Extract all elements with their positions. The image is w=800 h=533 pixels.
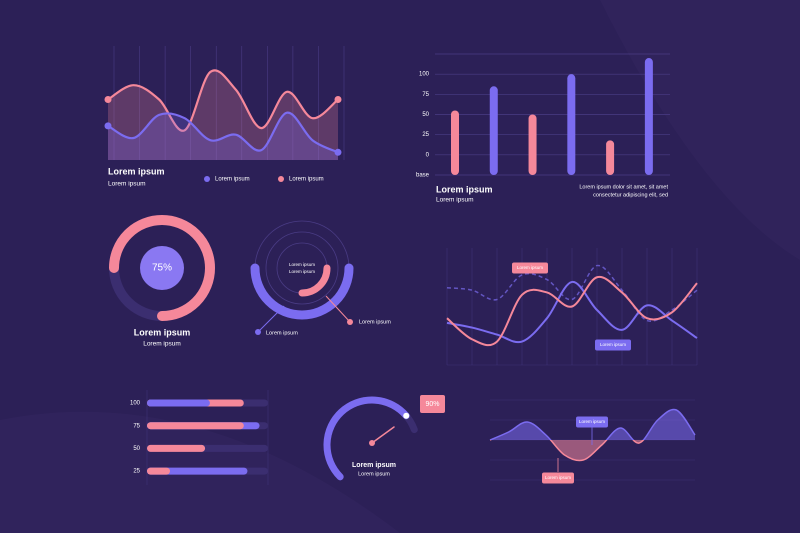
ring-guide <box>265 231 339 305</box>
callout-label: Lorem ipsum <box>545 475 571 480</box>
chart-title: Lorem ipsum <box>134 327 191 337</box>
chart-subtitle: Lorem ipsum <box>358 471 390 477</box>
bar <box>451 110 459 175</box>
bar <box>147 467 170 475</box>
wave-area-negative <box>490 440 695 461</box>
donut-arc <box>109 215 215 321</box>
end-dot <box>104 122 112 130</box>
y-tick-label: base <box>416 173 430 179</box>
wave-line-negative <box>490 440 645 462</box>
callout-line <box>257 305 285 333</box>
radial-arc <box>250 263 354 320</box>
callout-box <box>542 472 574 484</box>
y-tick-label: 100 <box>419 72 430 78</box>
series-line <box>446 264 698 322</box>
chart-subtitle: Lorem ipsum <box>143 341 181 348</box>
y-tick-label: 75 <box>422 92 429 98</box>
callout-label: Lorem ipsum <box>517 265 543 270</box>
callout-dot <box>255 329 261 335</box>
callout-box <box>595 339 631 351</box>
y-tick-label: 25 <box>133 469 140 475</box>
bar <box>147 422 244 430</box>
gauge-needle <box>371 426 395 444</box>
y-tick-label: 100 <box>130 401 141 407</box>
bar <box>147 444 206 452</box>
wave-line-positive <box>489 408 696 440</box>
note-text: consectetur adipiscing elit, sed <box>593 192 668 198</box>
bar <box>147 399 210 407</box>
gauge-hub <box>369 440 375 446</box>
series-line <box>446 280 698 344</box>
center-label: Lorem ipsum <box>289 269 315 274</box>
chart-title: Lorem ipsum <box>436 184 493 194</box>
legend-label: Lorem ipsum <box>215 177 250 183</box>
chart-title: Lorem ipsum <box>352 462 396 469</box>
callout-box <box>576 416 608 428</box>
gauge-value-label: 90% <box>425 401 439 408</box>
y-tick-label: 50 <box>422 112 429 118</box>
gauge-end <box>403 412 410 419</box>
y-tick-label: 25 <box>422 132 429 138</box>
radial-arc <box>298 264 331 297</box>
note-text: Lorem ipsum dolor sit amet, sit amet <box>579 184 668 190</box>
wave-area-positive <box>490 409 695 440</box>
chart-title: Lorem ipsum <box>108 166 165 176</box>
callout-dot <box>347 319 353 325</box>
bar <box>147 467 248 475</box>
callout-box <box>512 262 548 274</box>
y-tick-label: 75 <box>133 423 140 429</box>
gauge-arc <box>323 396 410 481</box>
series-line <box>446 275 698 347</box>
series-area <box>108 112 338 160</box>
center-label: Lorem ipsum <box>289 262 315 267</box>
end-dot <box>334 148 342 156</box>
callout-label: Lorem ipsum <box>359 319 391 325</box>
series-area <box>108 70 338 160</box>
bar <box>606 140 615 175</box>
callout-label: Lorem ipsum <box>600 342 626 347</box>
legend-marker <box>204 176 210 182</box>
chart-subtitle: Lorem ipsum <box>108 181 146 188</box>
end-dot <box>104 96 112 103</box>
bar <box>489 86 498 175</box>
bar <box>528 114 537 175</box>
donut-center <box>140 246 184 290</box>
y-tick-label: 50 <box>133 446 140 452</box>
series-line <box>107 69 339 132</box>
bar <box>644 58 653 175</box>
y-tick-label: 0 <box>426 152 430 158</box>
bar <box>567 74 576 175</box>
value-box <box>420 395 445 413</box>
callout-line <box>325 295 351 323</box>
series-line <box>107 111 339 154</box>
chart-subtitle: Lorem ipsum <box>436 197 474 204</box>
end-dot <box>334 96 342 103</box>
callout-label: Lorem ipsum <box>579 419 605 424</box>
donut-value-label: 75% <box>152 263 172 274</box>
legend-marker <box>278 176 284 182</box>
legend-label: Lorem ipsum <box>289 177 324 183</box>
callout-label: Lorem ipsum <box>266 330 298 336</box>
